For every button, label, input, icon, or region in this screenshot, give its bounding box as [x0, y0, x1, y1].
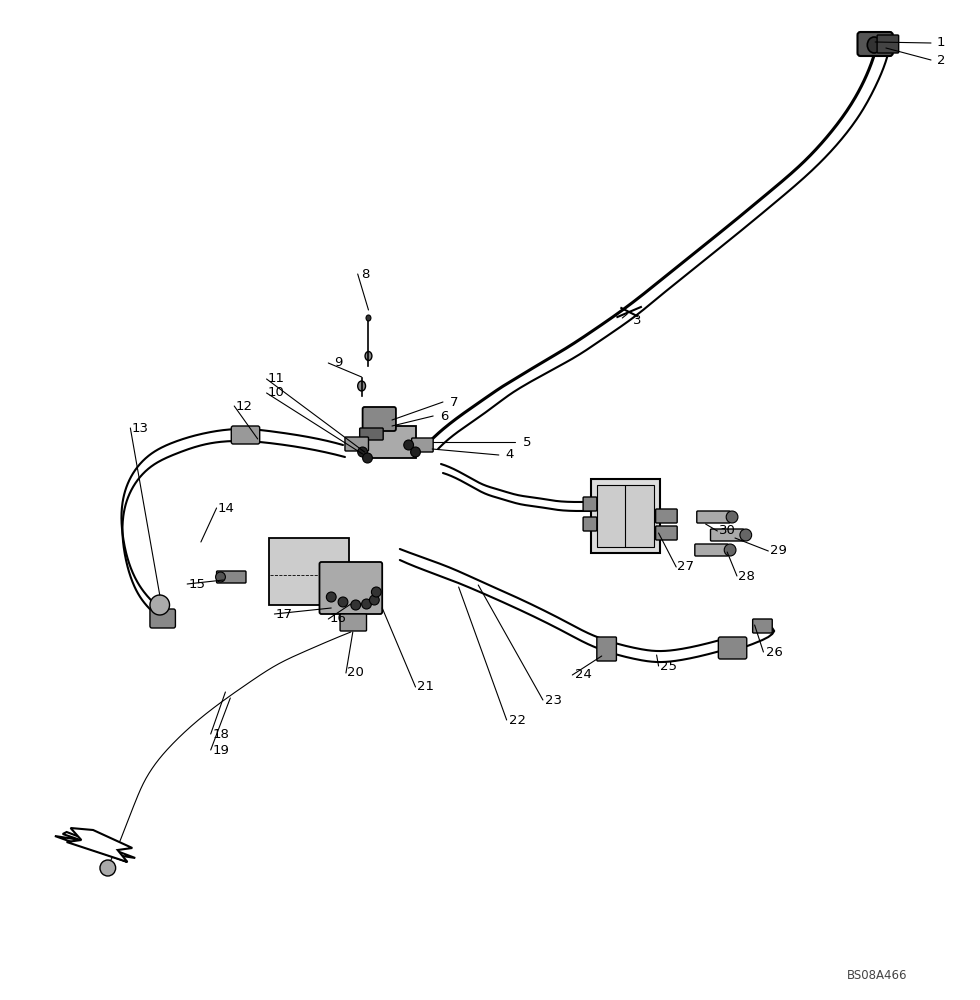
- Circle shape: [724, 544, 736, 556]
- Text: 18: 18: [212, 728, 229, 740]
- Text: 19: 19: [212, 744, 229, 756]
- Circle shape: [369, 595, 379, 605]
- FancyBboxPatch shape: [656, 509, 677, 523]
- Text: 25: 25: [660, 660, 677, 672]
- Text: 21: 21: [416, 680, 434, 694]
- Circle shape: [150, 595, 170, 615]
- FancyBboxPatch shape: [319, 562, 382, 614]
- Text: 5: 5: [523, 436, 531, 448]
- FancyBboxPatch shape: [217, 571, 246, 583]
- FancyBboxPatch shape: [591, 479, 660, 553]
- Text: 1: 1: [937, 36, 945, 49]
- Circle shape: [726, 511, 738, 523]
- Text: 24: 24: [574, 668, 592, 682]
- FancyBboxPatch shape: [710, 529, 744, 541]
- Text: 22: 22: [509, 714, 526, 726]
- Text: 17: 17: [275, 607, 293, 620]
- FancyBboxPatch shape: [858, 32, 893, 56]
- Text: 15: 15: [188, 578, 206, 590]
- Circle shape: [411, 447, 420, 457]
- Circle shape: [371, 587, 381, 597]
- Ellipse shape: [867, 37, 881, 53]
- Text: 23: 23: [545, 694, 563, 706]
- Text: 10: 10: [268, 386, 285, 399]
- Text: 7: 7: [450, 395, 458, 408]
- FancyBboxPatch shape: [345, 437, 368, 451]
- FancyBboxPatch shape: [360, 428, 383, 440]
- FancyBboxPatch shape: [231, 426, 260, 444]
- Text: 27: 27: [677, 560, 695, 574]
- Circle shape: [216, 572, 225, 582]
- Circle shape: [100, 860, 116, 876]
- Circle shape: [351, 600, 361, 610]
- FancyBboxPatch shape: [597, 485, 654, 547]
- Text: 8: 8: [362, 267, 369, 280]
- Ellipse shape: [366, 315, 370, 321]
- Text: 2: 2: [937, 53, 945, 66]
- Polygon shape: [67, 828, 132, 862]
- Text: BS08A466: BS08A466: [847, 969, 907, 982]
- FancyBboxPatch shape: [697, 511, 730, 523]
- Text: 12: 12: [235, 399, 253, 412]
- Text: 26: 26: [765, 646, 783, 658]
- Circle shape: [358, 447, 368, 457]
- Text: 3: 3: [633, 314, 641, 326]
- Text: 11: 11: [268, 372, 285, 385]
- FancyBboxPatch shape: [365, 426, 416, 458]
- Text: 6: 6: [440, 410, 448, 422]
- Circle shape: [404, 440, 414, 450]
- FancyBboxPatch shape: [269, 538, 349, 605]
- FancyBboxPatch shape: [150, 609, 175, 628]
- FancyBboxPatch shape: [695, 544, 728, 556]
- FancyBboxPatch shape: [597, 637, 616, 661]
- FancyBboxPatch shape: [877, 35, 899, 53]
- Text: 16: 16: [329, 612, 347, 626]
- Text: 20: 20: [347, 666, 365, 680]
- Circle shape: [326, 592, 336, 602]
- Text: 13: 13: [131, 422, 149, 434]
- Polygon shape: [55, 832, 135, 862]
- FancyBboxPatch shape: [363, 407, 396, 431]
- FancyBboxPatch shape: [656, 526, 677, 540]
- Ellipse shape: [365, 352, 372, 360]
- FancyBboxPatch shape: [340, 614, 367, 631]
- Circle shape: [338, 597, 348, 607]
- Circle shape: [363, 453, 372, 463]
- Text: 14: 14: [218, 502, 235, 514]
- FancyBboxPatch shape: [753, 619, 772, 633]
- Circle shape: [740, 529, 752, 541]
- FancyBboxPatch shape: [412, 438, 433, 452]
- FancyBboxPatch shape: [583, 517, 597, 531]
- Text: 9: 9: [334, 357, 342, 369]
- FancyBboxPatch shape: [718, 637, 747, 659]
- Text: 30: 30: [718, 524, 736, 538]
- Text: 29: 29: [769, 544, 787, 558]
- Text: 28: 28: [738, 570, 756, 582]
- Text: 4: 4: [506, 448, 514, 462]
- Ellipse shape: [358, 381, 366, 391]
- FancyBboxPatch shape: [583, 497, 597, 511]
- Circle shape: [362, 599, 371, 609]
